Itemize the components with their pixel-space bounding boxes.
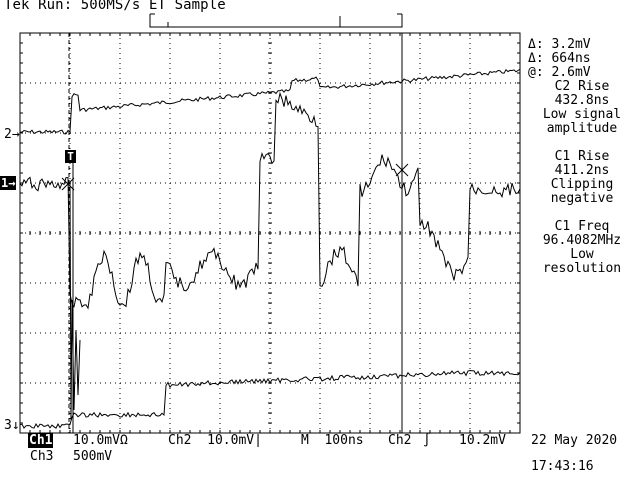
time-readout: 17:43:16: [531, 459, 594, 474]
trigger-slope-icon[interactable]: ∫: [423, 433, 431, 448]
measurement-3-value: 96.4082MHz: [542, 233, 622, 248]
measurement-1-value: 432.8ns: [554, 93, 610, 108]
date-readout: 22 May 2020: [531, 433, 618, 448]
ch2-waveform: [19, 68, 521, 135]
acquisition-status-title: Tek Run: 500MS/s ET Sample: [4, 0, 226, 13]
measurement-readouts: Δ: 3.2mV Δ: 664ns @: 2.6mV C2 Rise 432.8…: [524, 38, 640, 276]
ch3-tag[interactable]: Ch3: [30, 449, 54, 464]
cursor-position-readout: @: 2.6mV: [528, 65, 591, 80]
cursor-x-mark: [61, 177, 75, 191]
measurement-2-status-2: negative: [550, 191, 614, 206]
measurement-2-status: Clipping: [550, 177, 614, 192]
ch3-scale-readout[interactable]: 500mV: [73, 449, 113, 464]
trigger-position-bar: [149, 13, 403, 28]
trigger-level-readout[interactable]: 10.2mV: [459, 433, 506, 448]
ch1-tag[interactable]: Ch1: [28, 433, 54, 448]
measurement-3-label: C1 Freq: [554, 219, 610, 234]
delta-voltage-readout: Δ: 3.2mV: [528, 37, 591, 52]
ch2-scale-readout[interactable]: Ch2 10.0mV∣: [168, 433, 262, 448]
measurement-1-status: Low signal: [542, 107, 622, 122]
measurement-2-value: 411.2ns: [554, 163, 610, 178]
timebase-readout[interactable]: M 100ns: [301, 433, 364, 448]
trigger-source-readout[interactable]: Ch2: [388, 433, 412, 448]
settings-bar: Ch1 10.0mVΩ Ch2 10.0mV∣ M 100ns Ch2 ∫ 10…: [0, 432, 640, 480]
waveform-traces: [19, 68, 521, 429]
delta-time-readout: Δ: 664ns: [528, 51, 591, 66]
trigger-position-marker[interactable]: T: [65, 150, 76, 163]
ch1-glitch: [69, 183, 81, 421]
measurement-2-label: C1 Rise: [554, 149, 610, 164]
ch1-waveform: [19, 91, 521, 310]
ch2-ground-marker[interactable]: 2→: [4, 127, 20, 142]
ch3-ground-marker[interactable]: 3↓: [4, 418, 20, 433]
measurement-3-status-2: resolution: [542, 261, 622, 276]
measurement-3-status: Low: [570, 247, 594, 262]
ch1-scale-readout[interactable]: 10.0mVΩ: [73, 433, 128, 448]
measurement-1-label: C2 Rise: [554, 79, 610, 94]
ch3-waveform: [19, 369, 521, 429]
ch1-ground-marker[interactable]: 1→: [0, 176, 17, 190]
cursor-x-mark: [395, 163, 409, 177]
measurement-1-status-2: amplitude: [546, 121, 618, 136]
